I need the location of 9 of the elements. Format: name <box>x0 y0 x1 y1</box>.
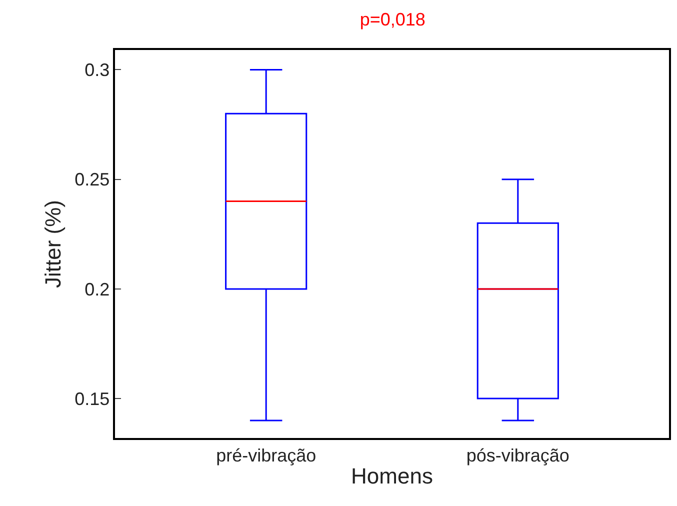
x-axis-title: Homens <box>351 464 433 489</box>
chart-title: p=0,018 <box>360 9 426 30</box>
y-tick-label: 0.15 <box>74 388 110 409</box>
y-tick-label: 0.3 <box>84 60 110 80</box>
x-tick-label: pós-vibração <box>466 445 570 466</box>
x-tick-label: pré-vibração <box>216 445 316 466</box>
y-axis-title: Jitter (%) <box>40 200 66 288</box>
y-tick-label: 0.25 <box>74 170 110 190</box>
y-tick-label: 0.2 <box>84 279 110 300</box>
